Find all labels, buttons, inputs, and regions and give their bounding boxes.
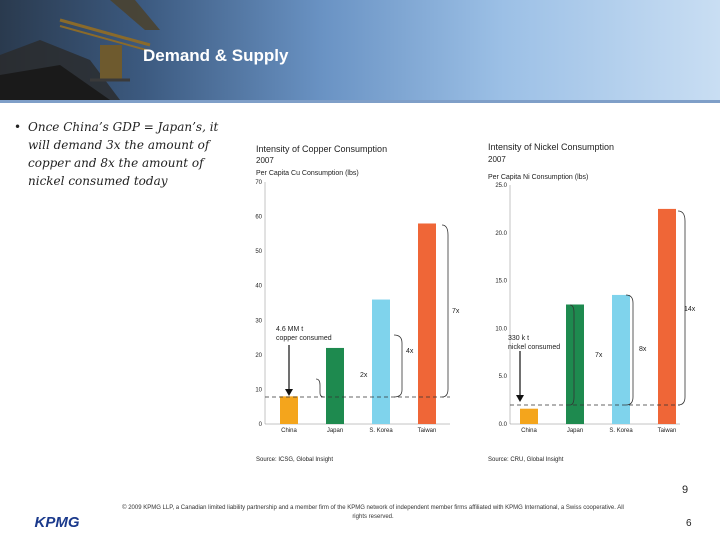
multiple-8x: 8x xyxy=(639,346,647,353)
stacker-reclaimer-image xyxy=(0,0,160,100)
arrow-head xyxy=(285,389,293,396)
x-tick-label: Japan xyxy=(567,428,583,434)
chart-annotations: 4.6 MM t copper consumed 2x 4x 7x xyxy=(265,224,460,398)
base-consumption-label: 4.6 MM t copper consumed xyxy=(276,326,332,342)
y-tick-label: 60 xyxy=(255,215,262,221)
base-consumption-label: 330 k t nickel consumed xyxy=(508,335,560,351)
bar-s-korea xyxy=(612,294,630,424)
multiple-14x: 14x xyxy=(684,306,696,313)
bracket-7x xyxy=(569,304,575,406)
kpmg-logo-text: KPMG xyxy=(35,514,80,531)
x-tick-label: Taiwan xyxy=(418,428,437,434)
chart-title: Intensity of Copper Consumption xyxy=(256,144,387,154)
bar-china xyxy=(520,408,538,424)
bar-japan xyxy=(566,304,584,424)
y-tick-label: 20.0 xyxy=(495,231,507,237)
kpmg-logo: KPMG xyxy=(28,510,86,532)
page-number: 9 xyxy=(682,484,689,496)
bullet-text: Once China’s GDP = Japan’s, it will dema… xyxy=(28,120,219,188)
header-rule xyxy=(0,100,720,103)
y-tick-label: 20 xyxy=(255,353,262,359)
bracket-2x xyxy=(315,378,325,398)
y-tick-label: 25.0 xyxy=(495,183,507,189)
nickel-chart: Intensity of Nickel Consumption 2007 Per… xyxy=(488,142,696,463)
bracket-8x xyxy=(625,294,634,406)
copper-chart: Intensity of Copper Consumption 2007 Per… xyxy=(255,144,460,463)
y-tick-label: 15.0 xyxy=(495,279,507,285)
chart-subtitle: 2007 xyxy=(488,155,506,164)
bracket-7x xyxy=(441,224,449,398)
y-tick-label: 0.0 xyxy=(499,422,508,428)
bar-china xyxy=(280,396,298,424)
x-tick-label: Taiwan xyxy=(658,428,677,434)
bullet-point: • Once China’s GDP = Japan’s, it will de… xyxy=(14,118,228,190)
y-tick-label: 50 xyxy=(255,249,262,255)
y-tick-label: 10.0 xyxy=(495,326,507,332)
y-tick-label: 0 xyxy=(259,422,263,428)
copyright-notice: © 2009 KPMG LLP, a Canadian limited liab… xyxy=(122,505,624,520)
chart-annotations: 330 k t nickel consumed 7x 8x 14x xyxy=(508,210,696,406)
multiple-2x: 2x xyxy=(360,372,368,379)
x-tick-label: S. Korea xyxy=(369,428,393,434)
x-tick-label: China xyxy=(281,428,297,434)
y-axis-label: Per Capita Cu Consumption (lbs) xyxy=(256,170,359,177)
bar-taiwan xyxy=(418,223,436,424)
bar-taiwan xyxy=(658,208,676,424)
x-tick-label: Japan xyxy=(327,428,343,434)
multiple-4x: 4x xyxy=(406,348,414,355)
chart-title: Intensity of Nickel Consumption xyxy=(488,142,614,152)
source-note: Source: CRU, Global Insight xyxy=(488,457,564,463)
page-number-small: 6 xyxy=(686,518,692,529)
chart-subtitle: 2007 xyxy=(256,156,274,165)
multiple-7x: 7x xyxy=(452,308,460,315)
x-tick-label: S. Korea xyxy=(609,428,633,434)
page-title: Demand & Supply xyxy=(143,46,289,65)
header-banner: Demand & Supply xyxy=(0,0,720,103)
bar-s-korea xyxy=(372,299,390,424)
bracket-14x xyxy=(677,210,686,406)
bracket-4x xyxy=(393,334,403,398)
source-note: Source: ICSG, Global Insight xyxy=(256,457,333,463)
arrow-head xyxy=(516,395,524,402)
bar-japan xyxy=(326,347,344,424)
y-axis-label: Per Capita Ni Consumption (lbs) xyxy=(488,174,588,181)
bullet-marker: • xyxy=(14,120,22,134)
x-tick-label: China xyxy=(521,428,537,434)
y-tick-label: 70 xyxy=(255,180,262,186)
y-tick-label: 10 xyxy=(255,387,262,393)
y-tick-label: 30 xyxy=(255,318,262,324)
multiple-7x: 7x xyxy=(595,352,603,359)
y-tick-label: 5.0 xyxy=(499,374,508,380)
y-tick-label: 40 xyxy=(255,284,262,290)
